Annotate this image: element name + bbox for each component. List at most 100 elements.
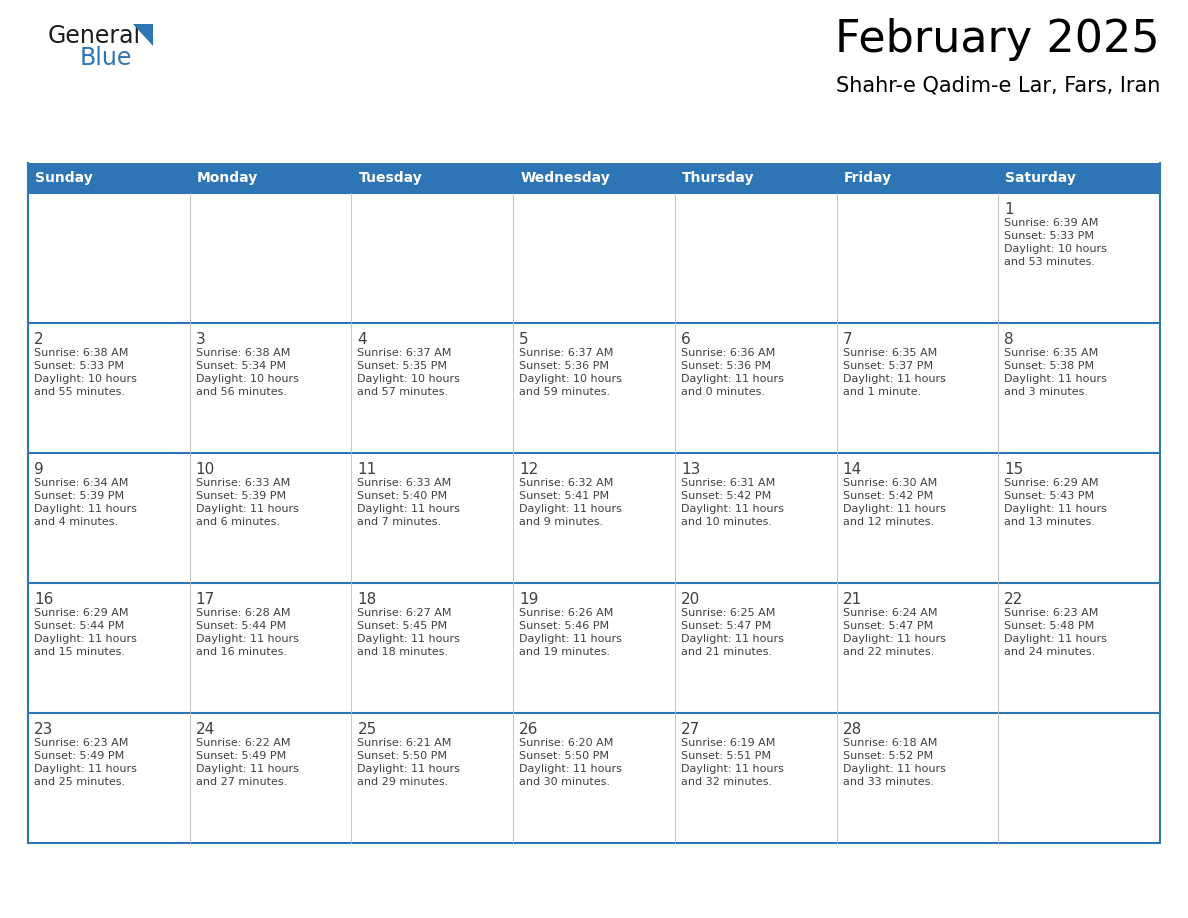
Text: 2: 2 [34, 332, 44, 347]
Text: Sunrise: 6:23 AM: Sunrise: 6:23 AM [1004, 608, 1099, 618]
Text: Sunrise: 6:23 AM: Sunrise: 6:23 AM [34, 738, 128, 748]
Text: Daylight: 11 hours
and 29 minutes.: Daylight: 11 hours and 29 minutes. [358, 764, 460, 788]
Bar [29, 583, 190, 713]
Text: 27: 27 [681, 722, 700, 737]
Text: Sunrise: 6:39 AM: Sunrise: 6:39 AM [1004, 218, 1099, 228]
Bar [836, 323, 998, 453]
Bar [675, 713, 836, 843]
Text: Shahr-e Qadim-e Lar, Fars, Iran: Shahr-e Qadim-e Lar, Fars, Iran [835, 75, 1159, 95]
Text: 12: 12 [519, 462, 538, 477]
Text: Sunset: 5:47 PM: Sunset: 5:47 PM [681, 621, 771, 631]
Bar [836, 713, 998, 843]
Text: Monday: Monday [197, 171, 258, 185]
Text: Sunset: 5:50 PM: Sunset: 5:50 PM [519, 751, 609, 761]
Text: Sunrise: 6:33 AM: Sunrise: 6:33 AM [358, 478, 451, 488]
Text: Daylight: 11 hours
and 27 minutes.: Daylight: 11 hours and 27 minutes. [196, 764, 298, 788]
Text: Daylight: 11 hours
and 16 minutes.: Daylight: 11 hours and 16 minutes. [196, 634, 298, 657]
Bar [998, 453, 1159, 583]
Text: Sunrise: 6:32 AM: Sunrise: 6:32 AM [519, 478, 613, 488]
Text: Thursday: Thursday [682, 171, 754, 185]
Bar [998, 323, 1159, 453]
Bar [352, 453, 513, 583]
Text: Sunrise: 6:38 AM: Sunrise: 6:38 AM [196, 348, 290, 358]
Text: 22: 22 [1004, 592, 1024, 607]
Text: Sunrise: 6:37 AM: Sunrise: 6:37 AM [519, 348, 613, 358]
Text: Sunset: 5:46 PM: Sunset: 5:46 PM [519, 621, 609, 631]
Bar [352, 713, 513, 843]
Text: Daylight: 11 hours
and 30 minutes.: Daylight: 11 hours and 30 minutes. [519, 764, 623, 788]
Text: Daylight: 11 hours
and 18 minutes.: Daylight: 11 hours and 18 minutes. [358, 634, 460, 657]
Bar [675, 453, 836, 583]
Text: Sunset: 5:44 PM: Sunset: 5:44 PM [196, 621, 286, 631]
Bar [513, 583, 675, 713]
Text: 7: 7 [842, 332, 852, 347]
Text: 17: 17 [196, 592, 215, 607]
Text: 13: 13 [681, 462, 700, 477]
Text: Tuesday: Tuesday [359, 171, 422, 185]
Bar [998, 713, 1159, 843]
Text: Daylight: 10 hours
and 53 minutes.: Daylight: 10 hours and 53 minutes. [1004, 244, 1107, 267]
Text: Sunset: 5:36 PM: Sunset: 5:36 PM [519, 361, 609, 371]
Text: Sunset: 5:42 PM: Sunset: 5:42 PM [681, 491, 771, 501]
Text: Sunrise: 6:21 AM: Sunrise: 6:21 AM [358, 738, 451, 748]
Text: Daylight: 11 hours
and 6 minutes.: Daylight: 11 hours and 6 minutes. [196, 504, 298, 527]
Bar [29, 323, 190, 453]
Text: Sunset: 5:44 PM: Sunset: 5:44 PM [34, 621, 125, 631]
Bar [513, 713, 675, 843]
Text: Sunrise: 6:35 AM: Sunrise: 6:35 AM [842, 348, 937, 358]
Text: 25: 25 [358, 722, 377, 737]
Text: Daylight: 11 hours
and 10 minutes.: Daylight: 11 hours and 10 minutes. [681, 504, 784, 527]
Bar [836, 453, 998, 583]
Text: 9: 9 [34, 462, 44, 477]
Text: Sunrise: 6:26 AM: Sunrise: 6:26 AM [519, 608, 613, 618]
Text: Daylight: 11 hours
and 4 minutes.: Daylight: 11 hours and 4 minutes. [34, 504, 137, 527]
Text: Sunset: 5:39 PM: Sunset: 5:39 PM [196, 491, 286, 501]
Text: Daylight: 11 hours
and 22 minutes.: Daylight: 11 hours and 22 minutes. [842, 634, 946, 657]
Text: Sunset: 5:47 PM: Sunset: 5:47 PM [842, 621, 933, 631]
Text: Daylight: 11 hours
and 12 minutes.: Daylight: 11 hours and 12 minutes. [842, 504, 946, 527]
Text: Sunset: 5:48 PM: Sunset: 5:48 PM [1004, 621, 1094, 631]
Text: Daylight: 10 hours
and 59 minutes.: Daylight: 10 hours and 59 minutes. [519, 374, 623, 397]
Text: Sunrise: 6:18 AM: Sunrise: 6:18 AM [842, 738, 937, 748]
Bar [836, 583, 998, 713]
Bar [29, 453, 190, 583]
Text: 16: 16 [34, 592, 53, 607]
Bar [190, 713, 352, 843]
Bar [513, 193, 675, 323]
Text: Sunset: 5:45 PM: Sunset: 5:45 PM [358, 621, 448, 631]
Text: 1: 1 [1004, 202, 1013, 217]
Bar [352, 583, 513, 713]
Text: Sunrise: 6:31 AM: Sunrise: 6:31 AM [681, 478, 775, 488]
Bar [675, 323, 836, 453]
Text: Daylight: 10 hours
and 55 minutes.: Daylight: 10 hours and 55 minutes. [34, 374, 137, 397]
Text: 24: 24 [196, 722, 215, 737]
Text: Wednesday: Wednesday [520, 171, 609, 185]
Text: 20: 20 [681, 592, 700, 607]
Bar [352, 193, 513, 323]
Text: 10: 10 [196, 462, 215, 477]
Text: Sunset: 5:37 PM: Sunset: 5:37 PM [842, 361, 933, 371]
Text: Sunset: 5:38 PM: Sunset: 5:38 PM [1004, 361, 1094, 371]
Text: Sunrise: 6:27 AM: Sunrise: 6:27 AM [358, 608, 451, 618]
Text: Sunday: Sunday [34, 171, 93, 185]
Bar [190, 453, 352, 583]
Bar [29, 713, 190, 843]
Text: Sunrise: 6:24 AM: Sunrise: 6:24 AM [842, 608, 937, 618]
Text: Daylight: 11 hours
and 7 minutes.: Daylight: 11 hours and 7 minutes. [358, 504, 460, 527]
Text: 3: 3 [196, 332, 206, 347]
Text: Sunset: 5:35 PM: Sunset: 5:35 PM [358, 361, 448, 371]
Bar [29, 163, 1159, 193]
Text: Daylight: 11 hours
and 21 minutes.: Daylight: 11 hours and 21 minutes. [681, 634, 784, 657]
Text: Sunrise: 6:35 AM: Sunrise: 6:35 AM [1004, 348, 1099, 358]
Text: Sunset: 5:49 PM: Sunset: 5:49 PM [196, 751, 286, 761]
Text: Sunrise: 6:20 AM: Sunrise: 6:20 AM [519, 738, 613, 748]
Text: 28: 28 [842, 722, 861, 737]
Text: 23: 23 [34, 722, 53, 737]
Text: Sunrise: 6:25 AM: Sunrise: 6:25 AM [681, 608, 776, 618]
Text: Daylight: 11 hours
and 13 minutes.: Daylight: 11 hours and 13 minutes. [1004, 504, 1107, 527]
Text: Daylight: 11 hours
and 25 minutes.: Daylight: 11 hours and 25 minutes. [34, 764, 137, 788]
Text: 19: 19 [519, 592, 538, 607]
Text: Sunset: 5:52 PM: Sunset: 5:52 PM [842, 751, 933, 761]
Text: Daylight: 11 hours
and 9 minutes.: Daylight: 11 hours and 9 minutes. [519, 504, 623, 527]
Bar [998, 193, 1159, 323]
